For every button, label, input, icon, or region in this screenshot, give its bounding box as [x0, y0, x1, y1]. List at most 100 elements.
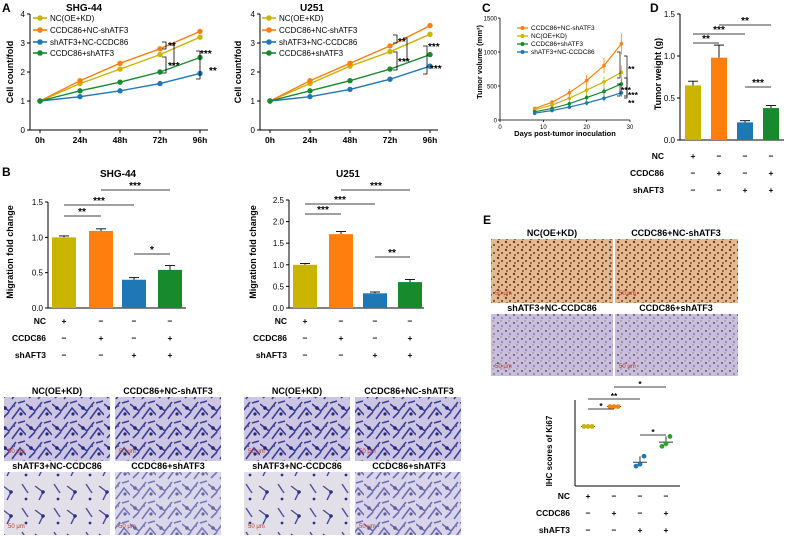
data-point: [197, 28, 203, 35]
scale-bar-label: 50 μm: [619, 291, 636, 297]
chart-a1-legend: NC(OE+KD) CCDC86+NC-shATF3 shATF3+NC-CCD…: [33, 14, 129, 58]
treatment-sign: +: [408, 350, 413, 360]
data-point: [77, 78, 83, 84]
bar: [89, 230, 113, 308]
sig-label: ***: [370, 181, 382, 192]
series-line: [534, 92, 622, 114]
scale-bar-label: 50 μm: [248, 449, 265, 455]
treatment-sign: +: [62, 316, 67, 326]
data-point: [347, 78, 353, 84]
data-point: [157, 80, 163, 87]
series-line: [39, 72, 201, 102]
data-point: [607, 404, 613, 410]
legend-item: CCDC86+NC-shATF3: [33, 26, 129, 35]
chart-a2-significance: [393, 34, 428, 75]
treatment-sign: −: [408, 316, 413, 326]
data-point: [532, 111, 537, 115]
y-tick-label: 1.5: [32, 198, 44, 207]
series-line: [269, 65, 431, 102]
scale-bar-label: 50 μm: [248, 524, 265, 530]
data-point: [117, 88, 123, 94]
chart-b2-u251: U251 Migration fold change 0.0 0.5 1.0 1.5 2…: [248, 169, 424, 313]
x-tick-label: 72h: [153, 135, 168, 145]
legend-item: shATF3+NC-CCDC86: [517, 49, 595, 56]
sig-label: ***: [428, 42, 440, 53]
data-point: [619, 82, 624, 86]
treatment-table-d: NC CCDC86 shAFT3 + − − − − + − + − − + +: [630, 151, 774, 195]
chart-d-tumor-weight: Tumor weight (g) 0.00.51.01.5 ** *** ** …: [653, 10, 784, 145]
treatment-sign: +: [586, 491, 591, 501]
data-point: [659, 443, 665, 449]
chart-a1-plot: 0 1 2 3 4 0h 24h 48h 72h 96h: [21, 10, 208, 145]
treatment-sign: +: [769, 185, 774, 195]
sig-label: ***: [752, 78, 764, 89]
x-tick-label: 96h: [423, 135, 438, 145]
scale-bar-label: 50 μm: [359, 449, 376, 455]
legend-label: CCDC86+shATF3: [50, 49, 115, 58]
treatment-sign: −: [586, 508, 591, 518]
data-point: [117, 66, 123, 72]
image-title: CCDC86+shATF3: [639, 303, 713, 313]
x-tick-label: 30: [627, 125, 634, 131]
sig-label: ***: [398, 57, 410, 68]
treatment-signs: + − − − − + − + − − + +: [62, 316, 173, 360]
ihc-images: NC(OE+KD) CCDC86+NC-shATF3 shATF3+NC-CCD…: [491, 228, 738, 376]
series-line: [534, 71, 622, 111]
treatment-sign: +: [664, 525, 669, 535]
data-point: [619, 70, 624, 75]
x-tick-label: 0h: [265, 135, 275, 145]
legend-label: CCDC86+shATF3: [531, 41, 583, 48]
y-tick-label: 0.0: [32, 304, 44, 313]
treatment-sign: −: [691, 185, 696, 195]
treatment-sign: −: [99, 316, 104, 326]
data-point: [619, 42, 624, 46]
data-point: [584, 88, 589, 92]
scale-bar-label: 50 μm: [495, 364, 512, 370]
treatment-sign: −: [691, 168, 696, 178]
data-point: [387, 66, 393, 72]
x-tick-label: 0: [498, 125, 502, 131]
chart-e-ylabel: IHC scores of Ki67: [545, 415, 554, 486]
legend-item: shATF3+NC-CCDC86: [262, 38, 358, 47]
chart-a2-legend: NC(OE+KD) CCDC86+NC-shATF3 shATF3+NC-CCD…: [262, 14, 358, 58]
y-tick-label: 2.5: [273, 196, 285, 205]
y-tick-label: 1: [21, 97, 26, 106]
treatment-row-label: NC: [34, 316, 46, 326]
y-tick-label: 1.5: [273, 239, 285, 248]
chart-e-plot: [574, 400, 680, 487]
data-point: [663, 441, 669, 447]
scale-bar-label: 50 μm: [119, 524, 136, 530]
chart-a2-plot: 0 1 2 3 4 0h 24h 48h 72h 96h: [251, 10, 438, 145]
sig-label: **: [209, 66, 217, 77]
sig-label: *: [651, 427, 655, 437]
legend-item: CCDC86+shATF3: [262, 49, 344, 58]
migration-image-combo: [355, 472, 461, 535]
treatment-sign: +: [612, 508, 617, 518]
y-tick-label: 1.0: [664, 52, 676, 61]
x-tick-label: 72h: [383, 135, 398, 145]
panel-letter-d: D: [650, 1, 659, 15]
y-tick-label: 0: [251, 126, 256, 135]
data-point: [602, 63, 606, 68]
sig-label: ***: [621, 85, 632, 95]
bar: [763, 108, 779, 140]
treatment-sign: +: [638, 525, 643, 535]
chart-e-ihc-scores: IHC scores of Ki67 * ** * *: [545, 379, 680, 487]
chart-a2-title: U251: [300, 3, 324, 14]
treatment-sign: −: [638, 491, 643, 501]
y-tick-label: 1.5: [664, 10, 676, 19]
chart-c-ylabel: Tumor volume (mm³): [475, 24, 484, 99]
y-tick-label: 1.0: [273, 261, 285, 270]
data-point: [307, 93, 313, 100]
data-point: [641, 453, 647, 459]
treatment-sign: +: [717, 168, 722, 178]
bar: [685, 85, 701, 140]
data-point: [387, 76, 393, 82]
x-tick-label: 24h: [303, 135, 318, 145]
treatment-sign: +: [99, 333, 104, 343]
treatment-sign: −: [339, 316, 344, 326]
data-point: [584, 78, 589, 83]
image-title: NC(OE+KD): [527, 228, 577, 238]
panel-letter-e: E: [483, 213, 491, 227]
image-title: CCDC86+NC-shATF3: [123, 386, 213, 396]
